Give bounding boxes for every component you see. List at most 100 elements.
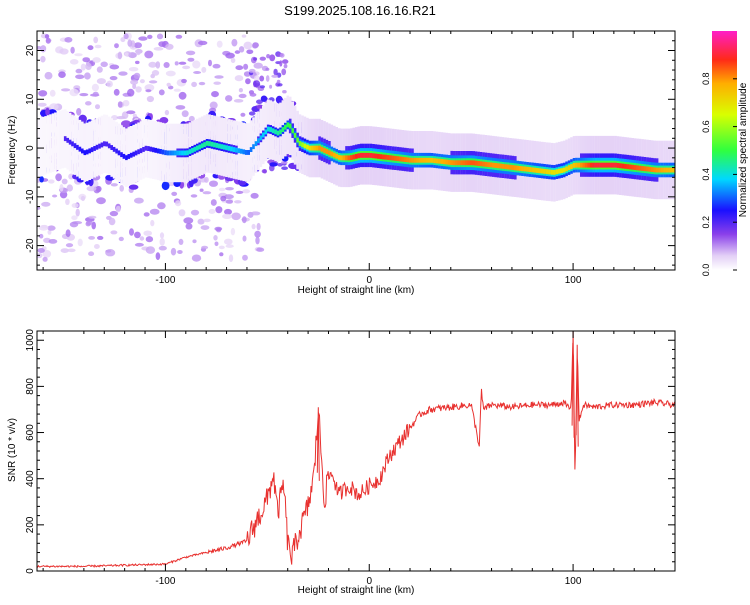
ridge-cell — [325, 149, 329, 154]
ridge-cell — [506, 164, 510, 170]
ridge-cell — [90, 147, 94, 153]
noise-blob — [242, 189, 251, 194]
ridge-cell — [499, 163, 502, 169]
ridge-cell — [122, 153, 126, 159]
noise-blob — [82, 57, 90, 63]
noise-blob — [209, 180, 218, 187]
ridge-cell — [103, 141, 106, 147]
noise-blob — [127, 88, 135, 97]
noise-blob — [75, 68, 83, 74]
noise-blob — [214, 226, 223, 231]
noise-blob — [113, 88, 120, 96]
noise-blob — [187, 57, 195, 62]
noise-blob — [55, 173, 62, 182]
ridge-cell — [230, 146, 233, 152]
ridge-cell — [259, 135, 263, 141]
ridge-cell — [222, 144, 226, 150]
noise-blob — [70, 46, 75, 54]
ridge-cell — [164, 150, 167, 156]
ridge-cell — [462, 160, 466, 166]
ridge-cell — [521, 166, 524, 172]
x-tick-label: 100 — [565, 275, 582, 286]
signal-blob — [159, 117, 169, 124]
ridge-cell — [555, 169, 559, 175]
ridge-cell — [210, 141, 214, 147]
ridge-cell — [389, 155, 392, 161]
ridge-cell — [438, 158, 441, 164]
ridge-cell — [592, 162, 595, 168]
noise-blob — [238, 46, 245, 53]
ridge-cell — [445, 159, 449, 165]
noise-blob — [97, 235, 104, 240]
ridge-cell — [333, 152, 336, 158]
ridge-cell — [323, 148, 326, 153]
ridge-cell — [638, 165, 642, 171]
ridge-cell — [416, 157, 419, 163]
ridge-cell — [528, 167, 532, 172]
ridge-cell — [614, 162, 617, 168]
noise-blob — [191, 254, 202, 262]
noise-blob — [214, 75, 224, 79]
noise-blob — [223, 194, 234, 200]
y-tick-label: 1000 — [25, 329, 36, 352]
noise-blob — [145, 236, 154, 243]
colorbar-tick-label: 0.4 — [701, 168, 711, 181]
noise-blob — [117, 51, 123, 60]
noise-blob — [94, 44, 102, 49]
ridge-cell — [550, 169, 554, 175]
noise-blob — [256, 222, 261, 231]
ridge-cell — [584, 162, 588, 168]
noise-blob — [277, 83, 283, 87]
noise-blob — [225, 244, 234, 248]
signal-blob — [128, 184, 139, 190]
ridge-cell — [670, 167, 674, 173]
spectrogram-y-label: Frequency (Hz) — [7, 116, 18, 185]
noise-blob — [159, 232, 165, 239]
ridge-cell — [166, 150, 170, 156]
ridge-cell — [298, 141, 302, 146]
noise-blob — [158, 89, 165, 96]
noise-blob — [234, 75, 244, 82]
ridge-cell — [54, 112, 57, 171]
ridge-cell — [49, 114, 52, 173]
noise-blob — [281, 68, 287, 76]
ridge-cell — [406, 157, 409, 163]
noise-blob — [94, 244, 100, 249]
noise-blob — [178, 61, 187, 65]
noise-blob — [124, 52, 129, 57]
ridge-cell — [602, 162, 605, 168]
ridge-cell — [127, 154, 131, 159]
noise-blob — [245, 78, 251, 85]
ridge-cell — [247, 150, 250, 155]
ridge-cell — [394, 155, 397, 161]
noise-blob — [79, 93, 89, 97]
ridge-cell — [582, 162, 586, 168]
ridge-cell — [240, 148, 243, 154]
noise-blob — [93, 36, 99, 44]
ridge-cell — [572, 162, 576, 168]
noise-blob — [250, 192, 259, 199]
noise-blob — [74, 53, 83, 57]
noise-blob — [276, 79, 281, 84]
ridge-cell — [465, 160, 468, 166]
ridge-cell — [193, 146, 197, 152]
ridge-cell — [159, 149, 162, 154]
ridge-cell — [533, 167, 537, 173]
noise-blob — [158, 245, 167, 251]
noise-blob — [144, 50, 154, 59]
ridge-cell — [262, 132, 265, 138]
ridge-cell — [51, 113, 55, 172]
noise-blob — [91, 221, 96, 230]
ridge-cell — [196, 145, 199, 151]
ridge-cell — [526, 166, 529, 172]
noise-blob — [109, 76, 118, 81]
noise-blob — [216, 40, 223, 48]
ridge-cell — [73, 143, 77, 149]
ridge-cell — [577, 162, 581, 168]
noise-blob — [151, 70, 160, 76]
ridge-cell — [76, 144, 79, 150]
spectrogram-ridge — [37, 95, 675, 202]
noise-blob — [166, 82, 171, 87]
noise-blob — [64, 37, 73, 43]
noise-blob — [76, 108, 82, 116]
